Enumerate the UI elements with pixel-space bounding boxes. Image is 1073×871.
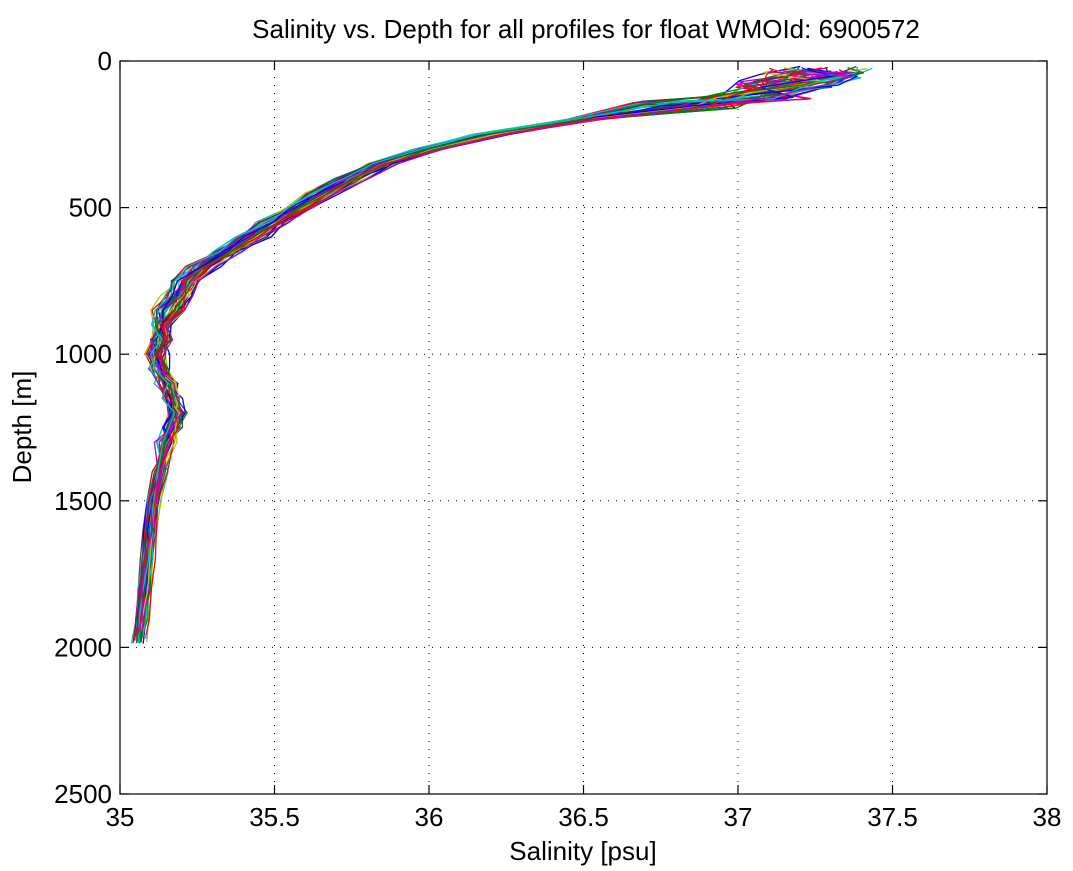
salinity-profile-line — [135, 69, 853, 636]
salinity-profile-line — [131, 68, 844, 639]
salinity-profile-line — [136, 67, 873, 642]
y-tick-label: 1500 — [54, 486, 112, 516]
profiles-plot-area — [130, 65, 873, 644]
salinity-profile-line — [135, 67, 820, 638]
salinity-profile-line — [138, 69, 774, 636]
salinity-profile-line — [140, 70, 838, 642]
salinity-profile-line — [137, 67, 834, 642]
salinity-profile-line — [138, 67, 854, 639]
y-tick-label: 0 — [98, 46, 112, 76]
salinity-profile-line — [137, 70, 859, 636]
y-tick-label: 2000 — [54, 632, 112, 662]
salinity-profile-line — [134, 69, 819, 636]
y-tick-label: 1000 — [54, 339, 112, 369]
salinity-profile-line — [136, 71, 795, 644]
x-tick-label: 38 — [1033, 802, 1062, 832]
x-tick-label: 37 — [724, 802, 753, 832]
x-tick-label: 36 — [415, 802, 444, 832]
y-tick-label: 2500 — [54, 779, 112, 809]
salinity-profile-line — [139, 66, 807, 636]
salinity-profile-line — [135, 69, 797, 636]
x-tick-label: 35 — [106, 802, 135, 832]
salinity-profile-line — [137, 70, 817, 636]
salinity-profile-line — [140, 66, 800, 643]
salinity-profile-line — [132, 67, 802, 637]
x-axis-label: Salinity [psu] — [509, 836, 656, 866]
salinity-profile-line — [138, 70, 797, 636]
y-tick-labels: 0 500 1000 1500 2000 2500 — [54, 46, 112, 809]
grid-lines — [120, 61, 1047, 794]
chart-title: Salinity vs. Depth for all profiles for … — [252, 14, 920, 44]
y-tick-label: 500 — [69, 193, 112, 223]
x-tick-labels: 35 35.5 36 36.5 37 37.5 38 — [106, 802, 1062, 832]
salinity-profile-line — [146, 68, 868, 643]
salinity-profile-line — [132, 66, 829, 643]
x-tick-label: 35.5 — [249, 802, 300, 832]
salinity-profile-line — [137, 66, 859, 644]
salinity-profile-line — [145, 68, 830, 636]
salinity-profile-line — [137, 65, 801, 638]
salinity-profile-line — [138, 69, 827, 642]
salinity-profile-line — [139, 71, 816, 643]
salinity-profile-line — [139, 71, 865, 644]
plot-frame — [119, 60, 1048, 795]
axis-ticks — [119, 60, 1048, 795]
salinity-profile-line — [135, 66, 832, 637]
salinity-profile-line — [138, 70, 848, 636]
salinity-profile-line — [132, 65, 857, 643]
salinity-profile-line — [144, 71, 861, 639]
salinity-profile-line — [141, 70, 832, 639]
salinity-profile-line — [139, 66, 865, 643]
salinity-profile-line — [135, 71, 853, 638]
salinity-profile-line — [134, 72, 835, 641]
x-tick-label: 36.5 — [558, 802, 609, 832]
x-tick-label: 37.5 — [867, 802, 918, 832]
salinity-profile-line — [130, 71, 861, 644]
y-axis-label: Depth [m] — [7, 371, 37, 484]
salinity-profile-line — [142, 68, 851, 644]
